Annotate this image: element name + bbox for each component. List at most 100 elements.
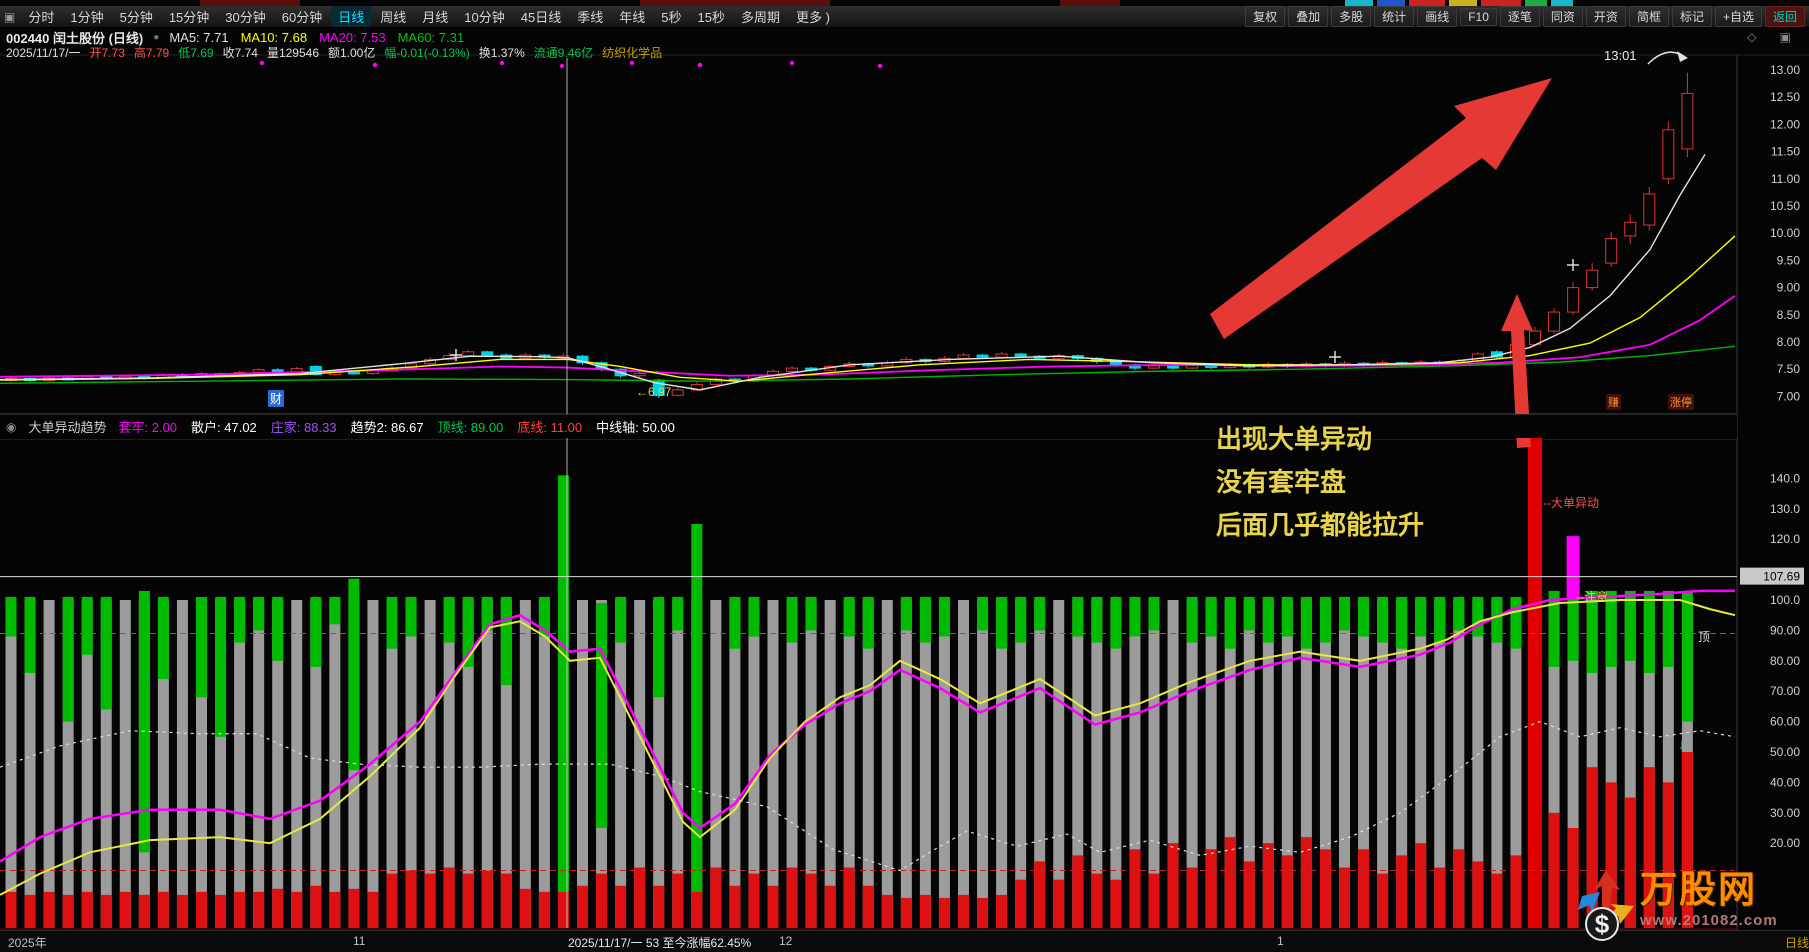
period-15秒[interactable]: 15秒 [697, 10, 725, 25]
field-value: MA20: 7.53 [319, 30, 386, 45]
ma-line-ma20 [0, 295, 1736, 378]
kline-candles [5, 72, 1694, 399]
retail-line [0, 720, 1736, 872]
chart-corner-icons[interactable]: ◇ ▣ [1747, 30, 1801, 44]
period-15分钟[interactable]: 15分钟 [168, 10, 210, 25]
svg-text:50.00: 50.00 [1770, 745, 1800, 759]
tools-toolbar: 复权 叠加 多股 统计 画线 F10 逐笔 同资 开资 简框 标记 +自选 返回 [1245, 6, 1809, 27]
period-季线[interactable]: 季线 [577, 10, 604, 25]
tool-+自选[interactable]: +自选 [1714, 6, 1762, 27]
tool-同资[interactable]: 同资 [1542, 6, 1583, 27]
tool-开资[interactable]: 开资 [1585, 6, 1626, 27]
svg-text:80.00: 80.00 [1770, 654, 1800, 668]
profit-tag: 赚 [1606, 394, 1621, 410]
banker-line [0, 589, 1735, 863]
svg-text:120.0: 120.0 [1770, 532, 1800, 546]
period-1分钟[interactable]: 1分钟 [70, 10, 104, 25]
subpanel-bars [5, 435, 1693, 928]
top-fragment [1481, 0, 1521, 6]
window-icon[interactable]: ▣ [4, 9, 16, 24]
svg-text:7.50: 7.50 [1777, 362, 1801, 376]
low-price-tag: ←6.97 [636, 385, 672, 399]
site-logo-icon: $ [1578, 870, 1634, 941]
signal-dot [259, 60, 265, 66]
top-fragment [1060, 0, 1120, 6]
period-45日线[interactable]: 45日线 [520, 10, 562, 25]
svg-text:140.0: 140.0 [1770, 471, 1800, 485]
period-30分钟[interactable]: 30分钟 [225, 10, 266, 25]
axis-year: 2025年 [8, 936, 47, 950]
tool-多股[interactable]: 多股 [1331, 6, 1372, 27]
period-5分钟[interactable]: 5分钟 [119, 10, 153, 25]
tool-标记[interactable]: 标记 [1671, 6, 1712, 27]
indicator-dot-icon: ● [153, 32, 160, 43]
field-value: 散户: 47.02 [191, 420, 257, 435]
field-value: 额1.00亿 [328, 46, 376, 60]
indicator-title[interactable]: 大单异动趋势 [28, 420, 107, 435]
period-分时[interactable]: 分时 [28, 10, 55, 25]
comment-text-block: 出现大单异动 没有套牢盘 后面几乎都能拉升 [1216, 418, 1424, 547]
finance-report-tag[interactable]: 财 [268, 390, 285, 407]
svg-text:8.50: 8.50 [1777, 308, 1801, 322]
period-周线[interactable]: 周线 [380, 10, 407, 25]
svg-text:8.00: 8.00 [1777, 335, 1801, 349]
field-value: 纺织化学品 [602, 46, 663, 60]
comment-line: 没有套牢盘 [1216, 467, 1347, 497]
trend-line [0, 599, 1736, 896]
stock-code-name[interactable]: 002440 闰土股份 (日线) [6, 31, 144, 46]
period-日线[interactable]: 日线 [331, 6, 372, 27]
svg-text:11.00: 11.00 [1771, 172, 1800, 186]
svg-text:130.0: 130.0 [1770, 502, 1800, 516]
bottom-date-axis[interactable]: 2025年 2025/11/17/一 53 至今涨幅62.45% 日线 11 12… [0, 930, 1809, 952]
svg-text:20.00: 20.00 [1770, 836, 1800, 850]
period-多周期[interactable]: 多周期 [740, 10, 780, 25]
svg-text:70.00: 70.00 [1770, 684, 1800, 698]
field-value: 低7.69 [178, 46, 214, 60]
tool-简框[interactable]: 简框 [1628, 6, 1669, 27]
field-value: MA60: 7.31 [397, 30, 465, 45]
tool-画线[interactable]: 画线 [1417, 6, 1458, 27]
tool-统计[interactable]: 统计 [1374, 6, 1415, 27]
period-年线[interactable]: 年线 [619, 10, 646, 25]
sub-indicator-header: ◉ 大单异动趋势 套牢: 2.00 散户: 47.02 庄家: 88.33 趋势2: … [0, 414, 1737, 438]
big-up-arrow [1210, 78, 1552, 339]
period-月线[interactable]: 月线 [422, 10, 449, 25]
axis-month-tick: 11 [353, 934, 366, 948]
period-10分钟[interactable]: 10分钟 [464, 10, 505, 25]
limit-up-tag: 涨停 [1668, 394, 1694, 410]
field-value: 收7.74 [222, 46, 258, 60]
tool-F10[interactable]: F10 [1460, 7, 1497, 26]
field-value: MA5: 7.71 [169, 30, 229, 45]
lower-value-axis: 140.0 130.0 120.0 107.69 100.0 90.00 80.00 70.0… [1740, 471, 1804, 850]
signal-dot [499, 60, 505, 66]
period-更多 )[interactable]: 更多 ) [795, 10, 830, 25]
field-value: 底线: 11.00 [517, 420, 583, 435]
top-fragment [1377, 0, 1405, 6]
svg-text:9.50: 9.50 [1777, 253, 1801, 267]
main-toolbar: ▣ 分时 1分钟 5分钟 15分钟 30分钟 60分钟 日线 周线 月线 10分钟 45日线 季线 年线… [0, 6, 1809, 28]
period-5秒[interactable]: 5秒 [661, 10, 682, 25]
time-peak-tag: 13:01 [1604, 48, 1637, 63]
watermark-site-name: 万股网 [1640, 869, 1757, 910]
dadan-signal-label: --大单异动 [1543, 496, 1599, 510]
signal-dot [877, 63, 883, 69]
indicator-circle-icon[interactable]: ◉ [6, 419, 17, 434]
stock-info-row: 002440 闰土股份 (日线) ● MA5: 7.71 MA10: 7.68 MA… [6, 29, 464, 46]
time-tag-pointer [1647, 51, 1684, 65]
tool-复权[interactable]: 复权 [1245, 6, 1286, 27]
ma-line-ma10 [0, 235, 1736, 382]
signal-dot [372, 62, 378, 68]
top-fragment [640, 0, 830, 6]
tool-返回[interactable]: 返回 [1764, 6, 1805, 27]
field-value: 开7.73 [89, 46, 125, 60]
selected-bar-info: 2025/11/17/一 53 至今涨幅62.45% [568, 936, 752, 950]
tool-逐笔[interactable]: 逐笔 [1499, 6, 1540, 27]
tool-叠加[interactable]: 叠加 [1288, 6, 1329, 27]
svg-text:10.00: 10.00 [1770, 226, 1800, 240]
indicator-values: 套牢: 2.00 散户: 47.02 庄家: 88.33 趋势2: 86.67 顶线: … [119, 417, 675, 436]
ma-values: MA5: 7.71 MA10: 7.68 MA20: 7.53 MA60: 7.31 [169, 30, 464, 45]
field-value: 量129546 [266, 46, 319, 60]
period-60分钟[interactable]: 60分钟 [281, 10, 323, 25]
field-value: 换1.37% [478, 46, 525, 60]
field-value: 顶线: 89.00 [437, 420, 504, 435]
